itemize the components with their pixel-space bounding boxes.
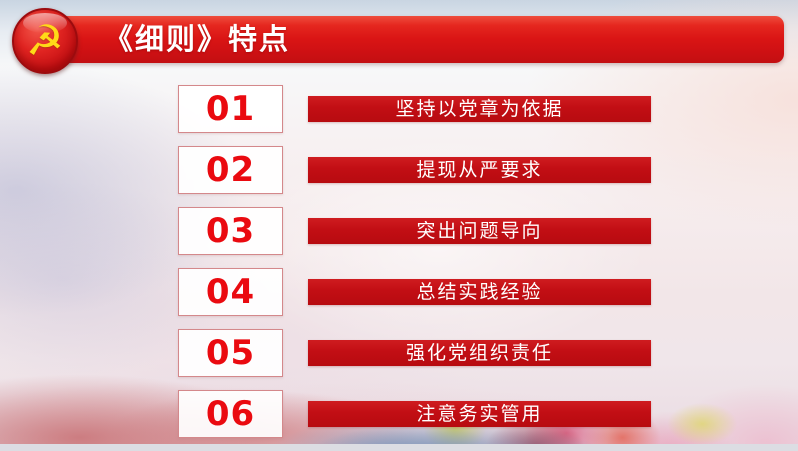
item-label: 注意务实管用 — [416, 403, 543, 425]
item-label-bar: 坚持以党章为依据 — [308, 96, 651, 122]
item-number-box: 03 — [178, 207, 283, 255]
item-label-bar: 突出问题导向 — [308, 218, 651, 244]
item-number: 03 — [205, 211, 256, 251]
item-number-box: 04 — [178, 268, 283, 316]
hammer-sickle-icon: ☭ — [26, 16, 64, 65]
item-label-bar: 强化党组织责任 — [308, 340, 651, 366]
header-bar: 《细则》特点 — [40, 16, 784, 63]
item-number: 04 — [205, 272, 256, 312]
list-item: 05 强化党组织责任 — [178, 329, 651, 377]
item-label: 坚持以党章为依据 — [395, 98, 564, 120]
item-label-bar: 提现从严要求 — [308, 157, 651, 183]
list-item: 04 总结实践经验 — [178, 268, 651, 316]
item-number-box: 06 — [178, 390, 283, 438]
list-item: 01 坚持以党章为依据 — [178, 85, 651, 133]
item-label-bar: 注意务实管用 — [308, 401, 651, 427]
item-label: 提现从严要求 — [416, 159, 543, 181]
list-item: 02 提现从严要求 — [178, 146, 651, 194]
item-label: 总结实践经验 — [416, 281, 543, 303]
item-number: 01 — [205, 89, 256, 129]
item-label-bar: 总结实践经验 — [308, 279, 651, 305]
item-label: 突出问题导向 — [416, 220, 543, 242]
page-title: 《细则》特点 — [104, 24, 291, 56]
feature-list: 01 坚持以党章为依据 02 提现从严要求 03 突出问题导向 04 — [178, 85, 651, 451]
item-number-box: 05 — [178, 329, 283, 377]
item-label: 强化党组织责任 — [405, 342, 553, 364]
party-emblem-icon: ☭ — [12, 8, 78, 74]
list-item: 06 注意务实管用 — [178, 390, 651, 438]
item-number: 05 — [205, 333, 256, 373]
list-item: 03 突出问题导向 — [178, 207, 651, 255]
item-number-box: 01 — [178, 85, 283, 133]
item-number: 06 — [205, 394, 256, 434]
bottom-border-strip — [0, 444, 798, 451]
item-number-box: 02 — [178, 146, 283, 194]
item-number: 02 — [205, 150, 256, 190]
